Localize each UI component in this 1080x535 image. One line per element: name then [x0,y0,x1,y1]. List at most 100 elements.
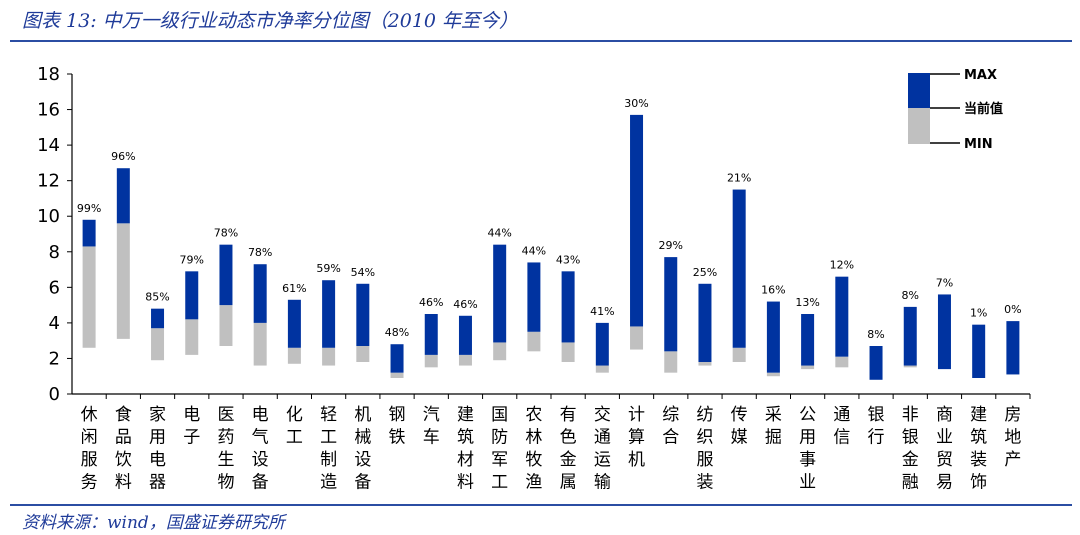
source-note: 资料来源：wind，国盛证券研究所 [22,513,285,533]
bar-upper-segment [322,280,336,348]
bar-upper-segment [903,306,917,366]
bar-lower-segment [493,342,507,361]
x-category-label: 有色金属 [560,405,577,493]
bar-upper-segment [937,294,951,370]
percentile-label: 8% [867,328,884,341]
bar-lower-segment [253,322,267,366]
percentile-label: 54% [351,266,375,279]
percentile-label: 1% [970,307,987,320]
x-category-label: 化工 [286,405,303,448]
x-category-label: 计算机 [628,405,645,470]
bars: 99% 休闲服务 96% 食品饮料 85% 家用电器 79% 电子 78% 医药生物 78% 电气设备… [77,97,1031,493]
bar-upper-segment [630,114,644,327]
percentile-label: 79% [180,253,204,266]
percentile-label: 48% [385,326,409,339]
bar-upper-segment [390,344,404,373]
y-tick-label: 2 [49,348,60,369]
y-tick-label: 10 [37,206,60,227]
top-divider [10,40,1072,42]
bar-upper-segment [493,244,507,343]
bar-upper-segment [458,315,472,355]
x-category-label: 农林牧渔 [525,405,542,493]
legend-max-label: MAX [964,68,997,83]
percentile-label: 12% [830,259,854,272]
x-category-label: 房地产 [1004,405,1021,470]
x-category-label: 休闲服务 [81,405,98,493]
bar-lower-segment [82,246,96,348]
x-category-label: 采掘 [765,405,782,448]
x-category-label: 公用事业 [799,405,816,493]
bar-upper-segment [732,189,746,348]
percentile-label: 46% [453,298,477,311]
x-category-label: 建筑装饰 [970,405,987,493]
y-axis: 0 2 4 6 8 10 12 14 16 18 [37,64,1030,405]
percentile-label: 13% [795,296,819,309]
x-category-label: 交通运输 [594,405,611,493]
x-category-label: 医药生物 [217,405,234,493]
chart-title: 图表 13: 中万一级行业动态市净率分位图（2010 年至今） [22,10,519,32]
percentile-label: 30% [624,97,648,110]
bar-lower-segment [766,372,780,377]
bar-upper-segment [185,271,199,320]
bar-upper-segment [595,322,609,366]
percentile-label: 61% [282,282,306,295]
y-tick-label: 0 [49,384,60,405]
bar-upper-segment [356,283,370,346]
percentile-label: 41% [590,305,614,318]
bar-lower-segment [527,331,541,352]
x-category-label: 电气设备 [252,405,269,493]
bar-lower-segment [219,305,233,346]
percentile-label: 78% [214,227,238,240]
x-category-label: 传媒 [731,405,748,448]
y-tick-label: 6 [49,277,60,298]
x-category-label: 钢铁 [389,405,406,448]
percentile-label: 8% [902,289,919,302]
bottom-divider [10,504,1072,506]
y-tick-label: 12 [37,171,60,192]
percentile-label: 85% [145,291,169,304]
bar-lower-segment [595,365,609,373]
x-category-label: 国防军工 [491,405,508,493]
bar-lower-segment [664,351,678,373]
legend-min-swatch [908,108,930,144]
bar-upper-segment [253,264,267,323]
x-category-label: 银行 [868,405,885,448]
percentile-label: 96% [111,150,135,163]
y-tick-label: 16 [37,100,60,121]
percentile-label: 7% [936,276,953,289]
bar-lower-segment [835,356,849,368]
percentile-label: 78% [248,246,272,259]
bar-lower-segment [458,354,472,366]
x-category-label: 纺织服装 [696,405,713,493]
percentile-label: 99% [77,202,101,215]
x-category-label: 电子 [183,405,200,448]
bar-lower-segment [322,347,336,366]
bar-lower-segment [151,328,165,361]
bar-upper-segment [424,314,438,355]
percentile-label: 0% [1004,303,1021,316]
bar-lower-segment [801,365,815,370]
bar-lower-segment [732,347,746,362]
bar-lower-segment [287,347,301,364]
bar-lower-segment [903,365,917,368]
bar-upper-segment [82,219,96,247]
bar-upper-segment [664,257,678,352]
bar-lower-segment [630,326,644,350]
percentile-label: 29% [659,239,683,252]
bar-upper-segment [698,283,712,362]
x-category-label: 食品饮料 [115,405,132,493]
x-category-label: 家用电器 [149,405,166,493]
bar-upper-segment [527,262,541,332]
legend: MAX 当前值 MIN [908,68,1003,152]
bar-lower-segment [116,223,130,339]
percentile-label: 59% [316,262,340,275]
bar-upper-segment [801,314,815,366]
legend-current-label: 当前值 [964,101,1003,117]
bar-upper-segment [835,276,849,357]
x-category-label: 非银金融 [902,405,919,493]
percentile-label: 16% [761,284,785,297]
bar-upper-segment [116,168,130,224]
bar-upper-segment [561,271,575,343]
bar-lower-segment [390,372,404,378]
